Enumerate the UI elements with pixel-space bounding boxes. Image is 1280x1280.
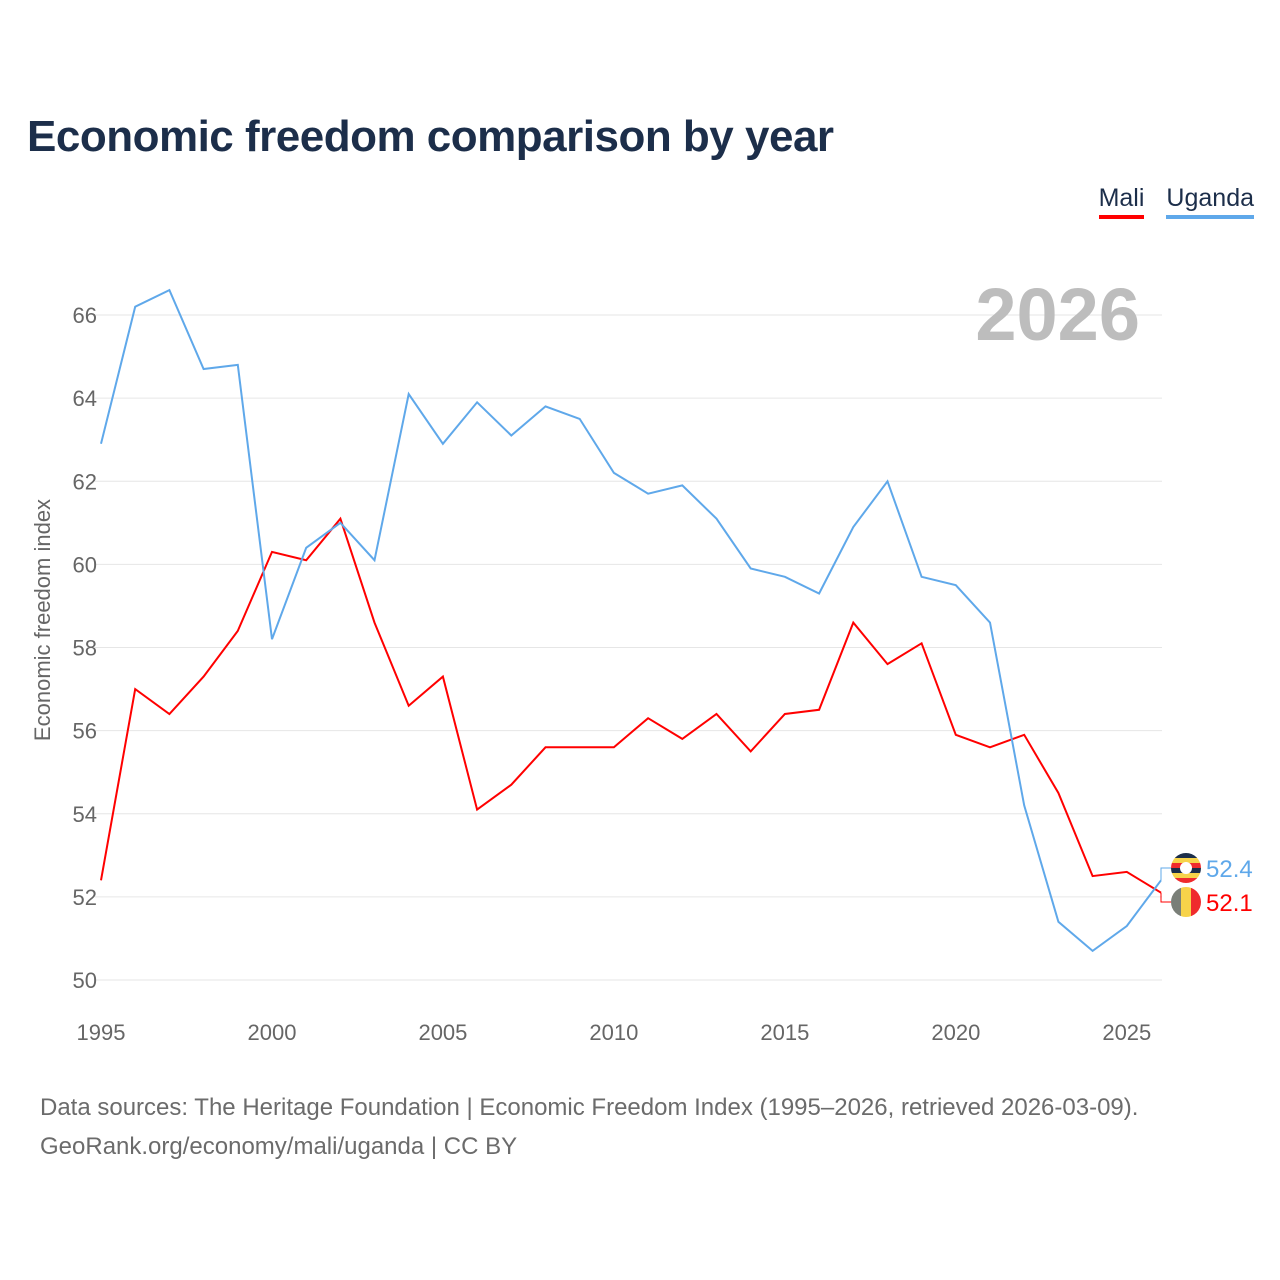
x-tick-label: 2000 (247, 1020, 296, 1045)
x-tick-label: 2020 (931, 1020, 980, 1045)
y-tick-label: 52 (73, 885, 97, 910)
y-tick-label: 64 (73, 386, 97, 411)
source-line-2[interactable]: GeoRank.org/economy/mali/uganda | CC BY (40, 1133, 518, 1160)
y-tick-label: 56 (73, 719, 97, 744)
series-line-uganda[interactable] (100, 288, 1162, 953)
legend: Mali Uganda (1098, 184, 1254, 219)
end-connector (1160, 867, 1171, 881)
x-tick-label: 2025 (1102, 1020, 1151, 1045)
year-watermark: 2026 (975, 273, 1140, 356)
y-axis-label: Economic freedom index (30, 499, 55, 741)
chart-title: Economic freedom comparison by year (27, 112, 834, 161)
x-tick-label: 1995 (77, 1020, 126, 1045)
y-tick-label: 62 (73, 469, 97, 494)
y-tick-label: 58 (73, 636, 97, 661)
legend-mali[interactable]: Mali (1098, 184, 1145, 219)
source-note: Data sources: The Heritage Foundation | … (40, 1088, 1138, 1166)
series-line-mali[interactable] (100, 516, 1162, 894)
x-tick-label: 2010 (589, 1020, 638, 1045)
x-tick-label: 2015 (760, 1020, 809, 1045)
y-tick-label: 50 (73, 968, 97, 993)
x-tick-label: 2005 (418, 1020, 467, 1045)
flag-uganda-icon (1171, 853, 1201, 883)
end-value-label: 52.1 (1206, 890, 1253, 917)
flag-mali-icon (1171, 887, 1201, 917)
y-tick-label: 60 (73, 552, 97, 577)
y-tick-label: 54 (73, 802, 97, 827)
source-line-1: Data sources: The Heritage Foundation | … (40, 1094, 1139, 1121)
legend-uganda[interactable]: Uganda (1166, 184, 1254, 219)
y-tick-label: 66 (73, 303, 97, 328)
end-value-label: 52.4 (1206, 856, 1253, 883)
end-connector (1160, 892, 1171, 903)
